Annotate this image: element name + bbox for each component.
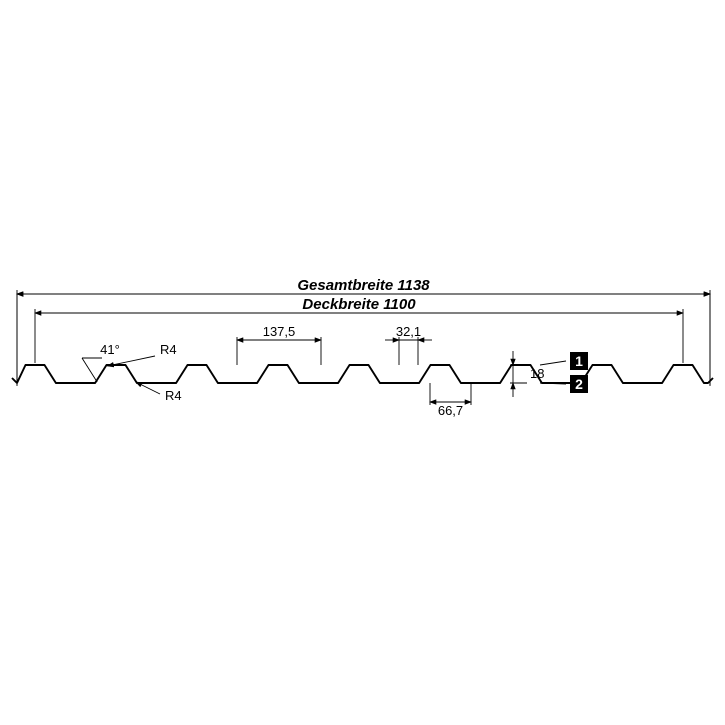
dim-height: 18 xyxy=(530,366,544,381)
dim-gesamtbreite: Gesamtbreite 1138 xyxy=(297,277,430,294)
dim-deckbreite: Deckbreite 1100 xyxy=(302,296,416,313)
profile-outline xyxy=(12,365,713,383)
dim-bot-width: 66,7 xyxy=(438,403,463,418)
dim-top-width: 32,1 xyxy=(396,324,421,339)
dim-radius-bot: R4 xyxy=(165,388,182,403)
surface-badge-number: 1 xyxy=(575,353,583,369)
dim-radius-top: R4 xyxy=(160,342,177,357)
surface-badge-number: 2 xyxy=(575,376,583,392)
dim-pitch: 137,5 xyxy=(263,324,296,339)
dim-angle: 41° xyxy=(100,342,120,357)
technical-drawing: Gesamtbreite 1138 Deckbreite 1100 137,5 32,… xyxy=(0,0,725,725)
diagram-root: { "diagram": { "canvas": { "w": 725, "h"… xyxy=(0,0,725,725)
